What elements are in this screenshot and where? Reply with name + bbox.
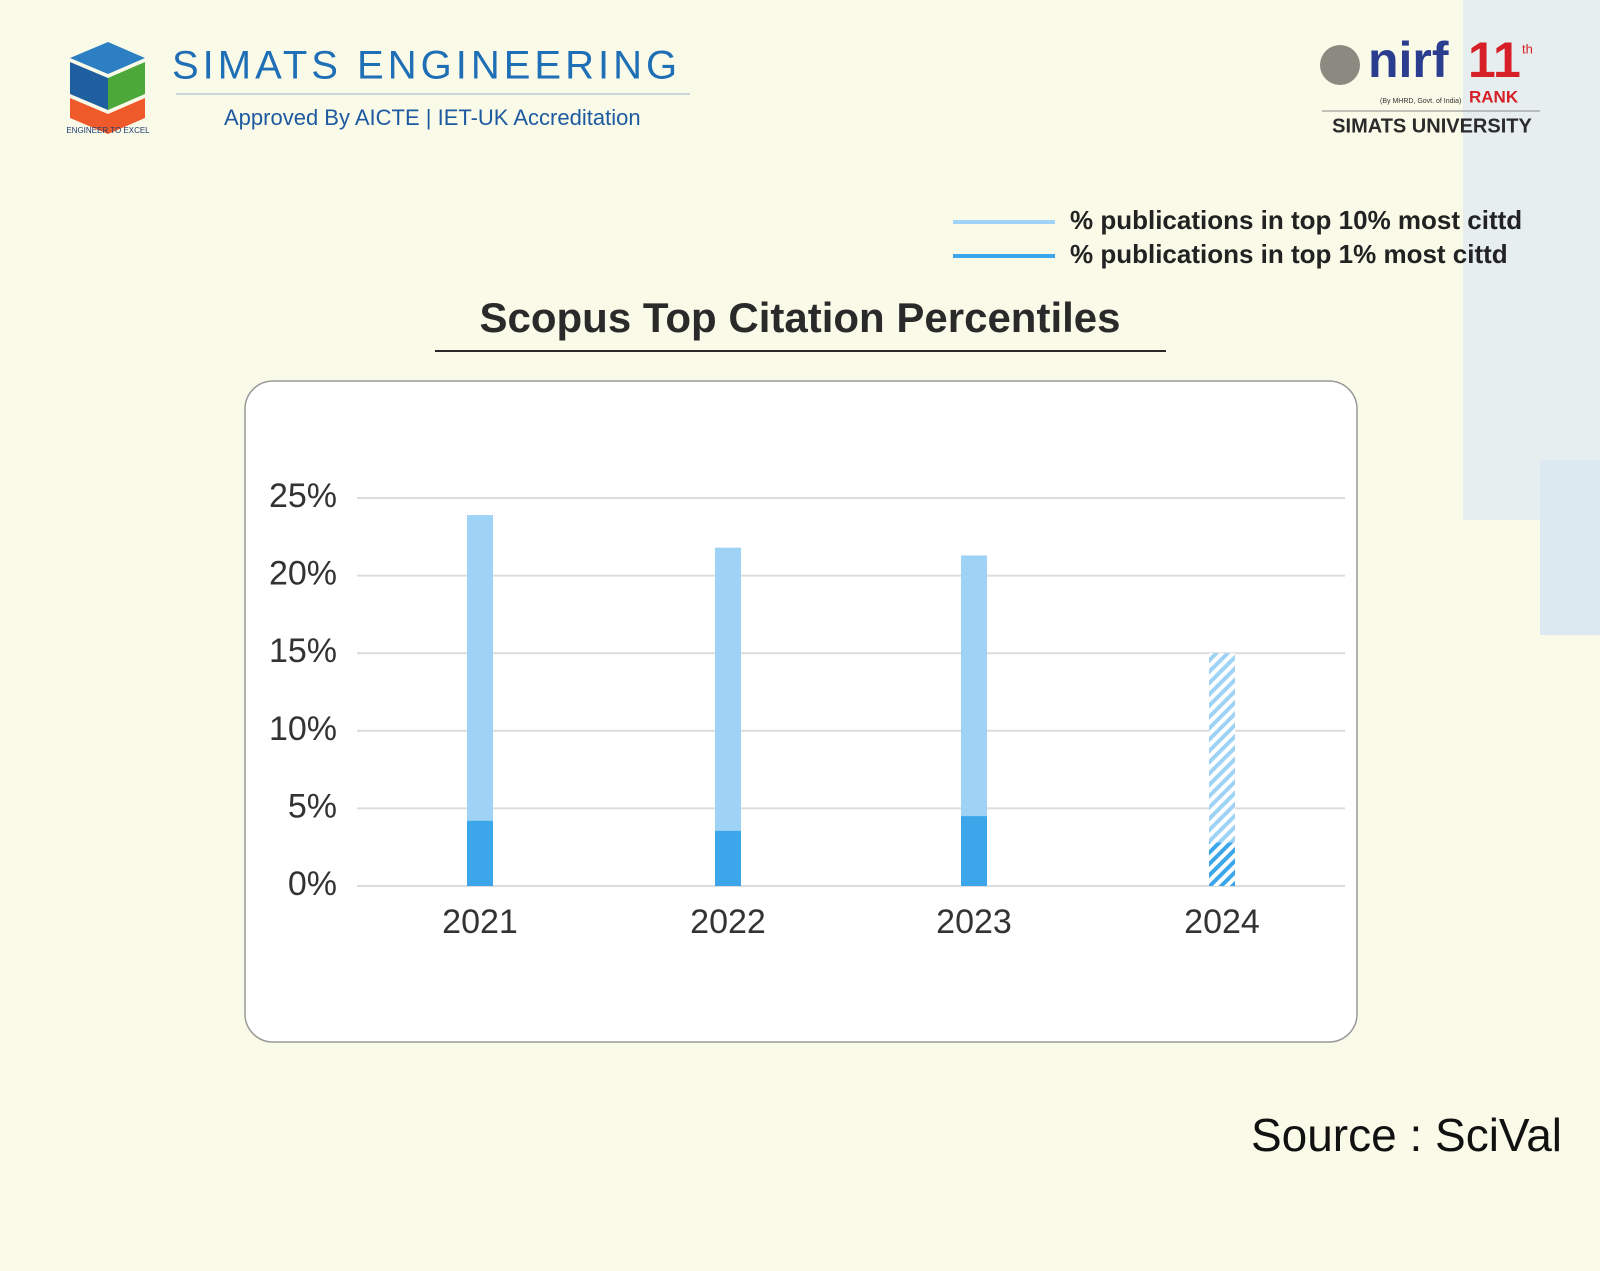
brand: SIMATS ENGINEERING bbox=[172, 44, 681, 88]
legend-label: % publications in top 10% most cittd bbox=[1070, 205, 1522, 235]
y-tick-label: 25% bbox=[269, 477, 337, 515]
y-tick-label: 15% bbox=[269, 632, 337, 670]
bar bbox=[715, 830, 741, 886]
y-tick-label: 20% bbox=[269, 555, 337, 593]
x-tick-label: 2021 bbox=[442, 903, 518, 941]
nirf-note: (By MHRD, Govt. of India) bbox=[1380, 98, 1461, 105]
bar bbox=[467, 820, 493, 886]
legend-label: % publications in top 1% most cittd bbox=[1070, 239, 1508, 269]
y-tick-label: 10% bbox=[269, 710, 337, 748]
logo bbox=[70, 42, 145, 134]
chart-title: Scopus Top Citation Percentiles bbox=[480, 294, 1121, 341]
bar bbox=[961, 816, 987, 886]
bar bbox=[1209, 842, 1235, 886]
y-tick-label: 5% bbox=[288, 787, 337, 825]
rank-suffix: th bbox=[1522, 41, 1533, 56]
nirf: nirf bbox=[1368, 32, 1449, 88]
chart-card bbox=[244, 380, 1358, 1043]
x-tick-label: 2022 bbox=[690, 903, 766, 941]
source: Source : SciVal bbox=[1251, 1109, 1562, 1161]
rank-label: RANK bbox=[1469, 87, 1519, 106]
motto: ENGINEER TO EXCEL bbox=[66, 126, 150, 135]
emblem bbox=[1320, 45, 1360, 85]
decor-panel bbox=[1463, 0, 1600, 520]
tagline: Approved By AICTE | IET-UK Accreditation bbox=[224, 105, 641, 130]
university: SIMATS UNIVERSITY bbox=[1332, 115, 1532, 137]
rank: 11 bbox=[1468, 32, 1521, 88]
bar bbox=[715, 547, 741, 886]
y-tick-label: 0% bbox=[288, 865, 337, 903]
decor-panel bbox=[1540, 460, 1600, 635]
x-tick-label: 2023 bbox=[936, 903, 1012, 941]
x-tick-label: 2024 bbox=[1184, 903, 1260, 941]
